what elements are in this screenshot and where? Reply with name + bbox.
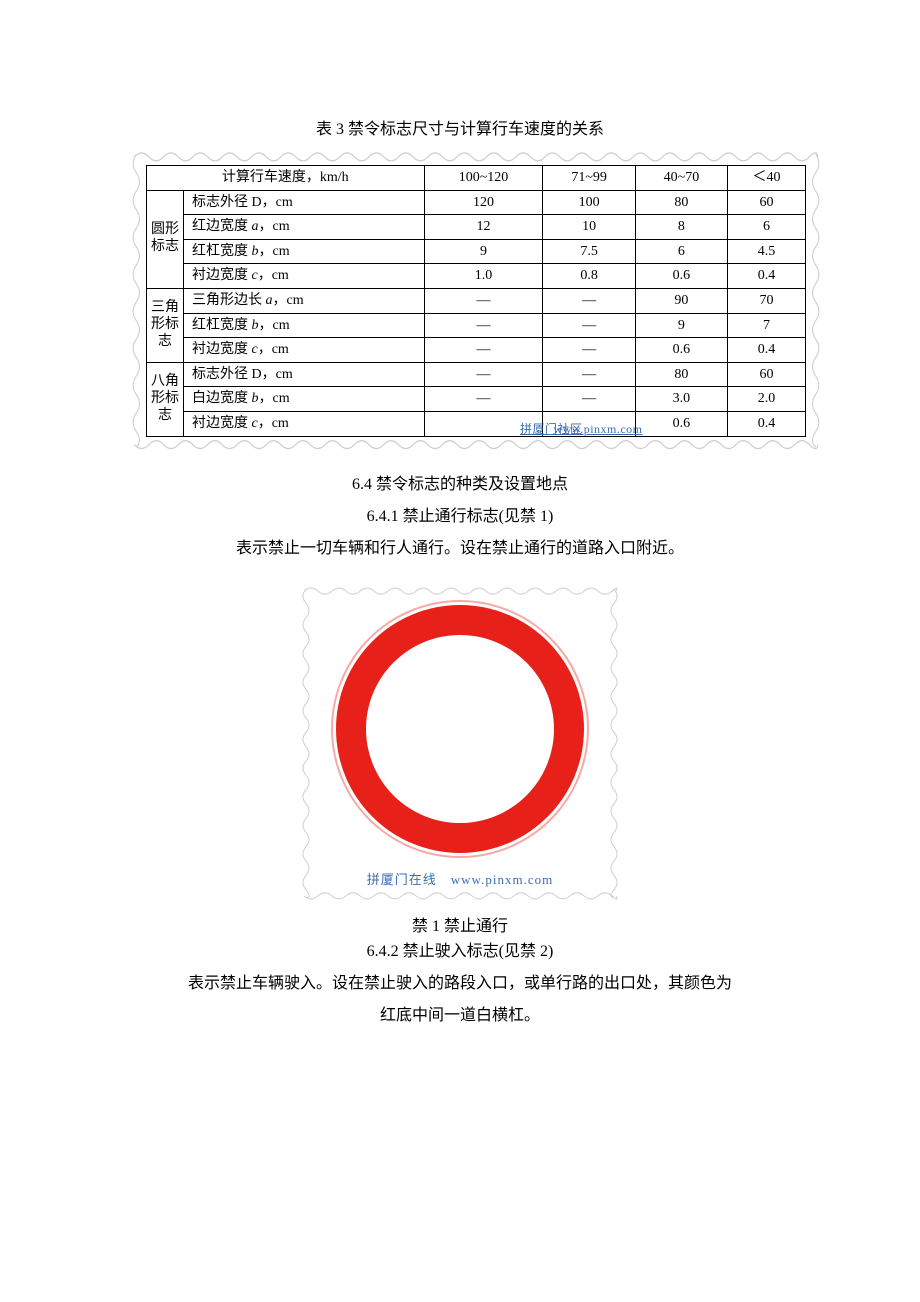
- header-col-1: 71~99: [543, 166, 635, 191]
- table-stamp-frame: 计算行车速度，km/h 100~120 71~99 40~70 ＜40 圆形标志…: [130, 149, 822, 453]
- cell: 9: [635, 313, 727, 338]
- row-label: 标志外径 D，cm: [184, 190, 425, 215]
- header-col-2: 40~70: [635, 166, 727, 191]
- cell: 6: [728, 215, 806, 240]
- desc-6-4-2-line2: 红底中间一道白横杠。: [130, 1000, 790, 1032]
- heading-6-4: 6.4 禁令标志的种类及设置地点: [130, 469, 790, 501]
- cell: 拼厦门社区: [424, 411, 543, 436]
- cell: 9: [424, 239, 543, 264]
- section-6-4: 6.4 禁令标志的种类及设置地点 6.4.1 禁止通行标志(见禁 1) 表示禁止…: [130, 469, 790, 565]
- cell: 0.6: [635, 411, 727, 436]
- header-speed-label: 计算行车速度，km/h: [147, 166, 425, 191]
- cell: 0.6: [635, 338, 727, 363]
- table-row: 红杠宽度 b，cm — — 9 7: [147, 313, 806, 338]
- table-row: 圆形标志 标志外径 D，cm 120 100 80 60: [147, 190, 806, 215]
- cell: 8: [635, 215, 727, 240]
- header-col-3: ＜40: [728, 166, 806, 191]
- row-label: 衬边宽度 c，cm: [184, 411, 425, 436]
- cell: 4.5: [728, 239, 806, 264]
- row-label: 三角形边长 a，cm: [184, 288, 425, 313]
- no-entry-sign: [330, 599, 590, 859]
- header-col-0: 100~120: [424, 166, 543, 191]
- cell: —: [424, 288, 543, 313]
- cell: 7.5: [543, 239, 635, 264]
- table-row: 红边宽度 a，cm 12 10 8 6: [147, 215, 806, 240]
- heading-6-4-2: 6.4.2 禁止驶入标志(见禁 2): [130, 936, 790, 968]
- cell: 80: [635, 362, 727, 387]
- cell: 70: [728, 288, 806, 313]
- cell: 0.4: [728, 411, 806, 436]
- cell: 6: [635, 239, 727, 264]
- cell: 2.0: [728, 387, 806, 412]
- cell: 90: [635, 288, 727, 313]
- table-title: 表 3 禁令标志尺寸与计算行车速度的关系: [130, 115, 790, 139]
- group-label-circle: 圆形标志: [147, 190, 184, 288]
- cell: 0.6: [635, 264, 727, 289]
- cell: www.pinxm.com: [543, 411, 635, 436]
- cell: —: [424, 362, 543, 387]
- table-row: 红杠宽度 b，cm 9 7.5 6 4.5: [147, 239, 806, 264]
- cell: 10: [543, 215, 635, 240]
- cell: 3.0: [635, 387, 727, 412]
- table-row: 衬边宽度 c，cm 1.0 0.8 0.6 0.4: [147, 264, 806, 289]
- no-entry-sign-svg: [330, 599, 590, 859]
- section-6-4-2: 6.4.2 禁止驶入标志(见禁 2) 表示禁止车辆驶入。设在禁止驶入的路段入口，…: [130, 936, 790, 1032]
- table-row: 衬边宽度 c，cm 拼厦门社区 www.pinxm.com 0.6 0.4: [147, 411, 806, 436]
- row-label: 衬边宽度 c，cm: [184, 338, 425, 363]
- cell: —: [543, 338, 635, 363]
- table-row: 白边宽度 b，cm — — 3.0 2.0: [147, 387, 806, 412]
- cell: 1.0: [424, 264, 543, 289]
- cell: —: [543, 313, 635, 338]
- cell: —: [424, 387, 543, 412]
- row-label: 红杠宽度 b，cm: [184, 313, 425, 338]
- cell: 80: [635, 190, 727, 215]
- group-label-octagon: 八角形标志: [147, 362, 184, 436]
- row-label: 红边宽度 a，cm: [184, 215, 425, 240]
- cell: 60: [728, 190, 806, 215]
- table-header-row: 计算行车速度，km/h 100~120 71~99 40~70 ＜40: [147, 166, 806, 191]
- desc-6-4-2-line1: 表示禁止车辆驶入。设在禁止驶入的路段入口，或单行路的出口处，其颜色为: [130, 968, 790, 1000]
- cell: 0.8: [543, 264, 635, 289]
- table-row: 八角形标志 标志外径 D，cm — — 80 60: [147, 362, 806, 387]
- table-watermark-2: www.pinxm.com: [553, 421, 642, 438]
- cell: —: [424, 338, 543, 363]
- cell: —: [424, 313, 543, 338]
- dimension-table: 计算行车速度，km/h 100~120 71~99 40~70 ＜40 圆形标志…: [146, 165, 806, 437]
- row-label: 标志外径 D，cm: [184, 362, 425, 387]
- figure-1-caption: 禁 1 禁止通行: [130, 912, 790, 936]
- table-row: 衬边宽度 c，cm — — 0.6 0.4: [147, 338, 806, 363]
- cell: 60: [728, 362, 806, 387]
- cell: 120: [424, 190, 543, 215]
- heading-6-4-1: 6.4.1 禁止通行标志(见禁 1): [130, 501, 790, 533]
- group-label-triangle: 三角形标志: [147, 288, 184, 362]
- row-label: 衬边宽度 c，cm: [184, 264, 425, 289]
- figure-1-frame: 拼厦门在线 www.pinxm.com: [300, 585, 620, 902]
- row-label: 白边宽度 b，cm: [184, 387, 425, 412]
- desc-6-4-1: 表示禁止一切车辆和行人通行。设在禁止通行的道路入口附近。: [130, 533, 790, 565]
- cell: 0.4: [728, 338, 806, 363]
- cell: —: [543, 288, 635, 313]
- row-label: 红杠宽度 b，cm: [184, 239, 425, 264]
- table-row: 三角形标志 三角形边长 a，cm — — 90 70: [147, 288, 806, 313]
- cell: 7: [728, 313, 806, 338]
- cell: 0.4: [728, 264, 806, 289]
- figure-watermark: 拼厦门在线 www.pinxm.com: [314, 869, 606, 888]
- cell: —: [543, 387, 635, 412]
- cell: —: [543, 362, 635, 387]
- cell: 100: [543, 190, 635, 215]
- cell: 12: [424, 215, 543, 240]
